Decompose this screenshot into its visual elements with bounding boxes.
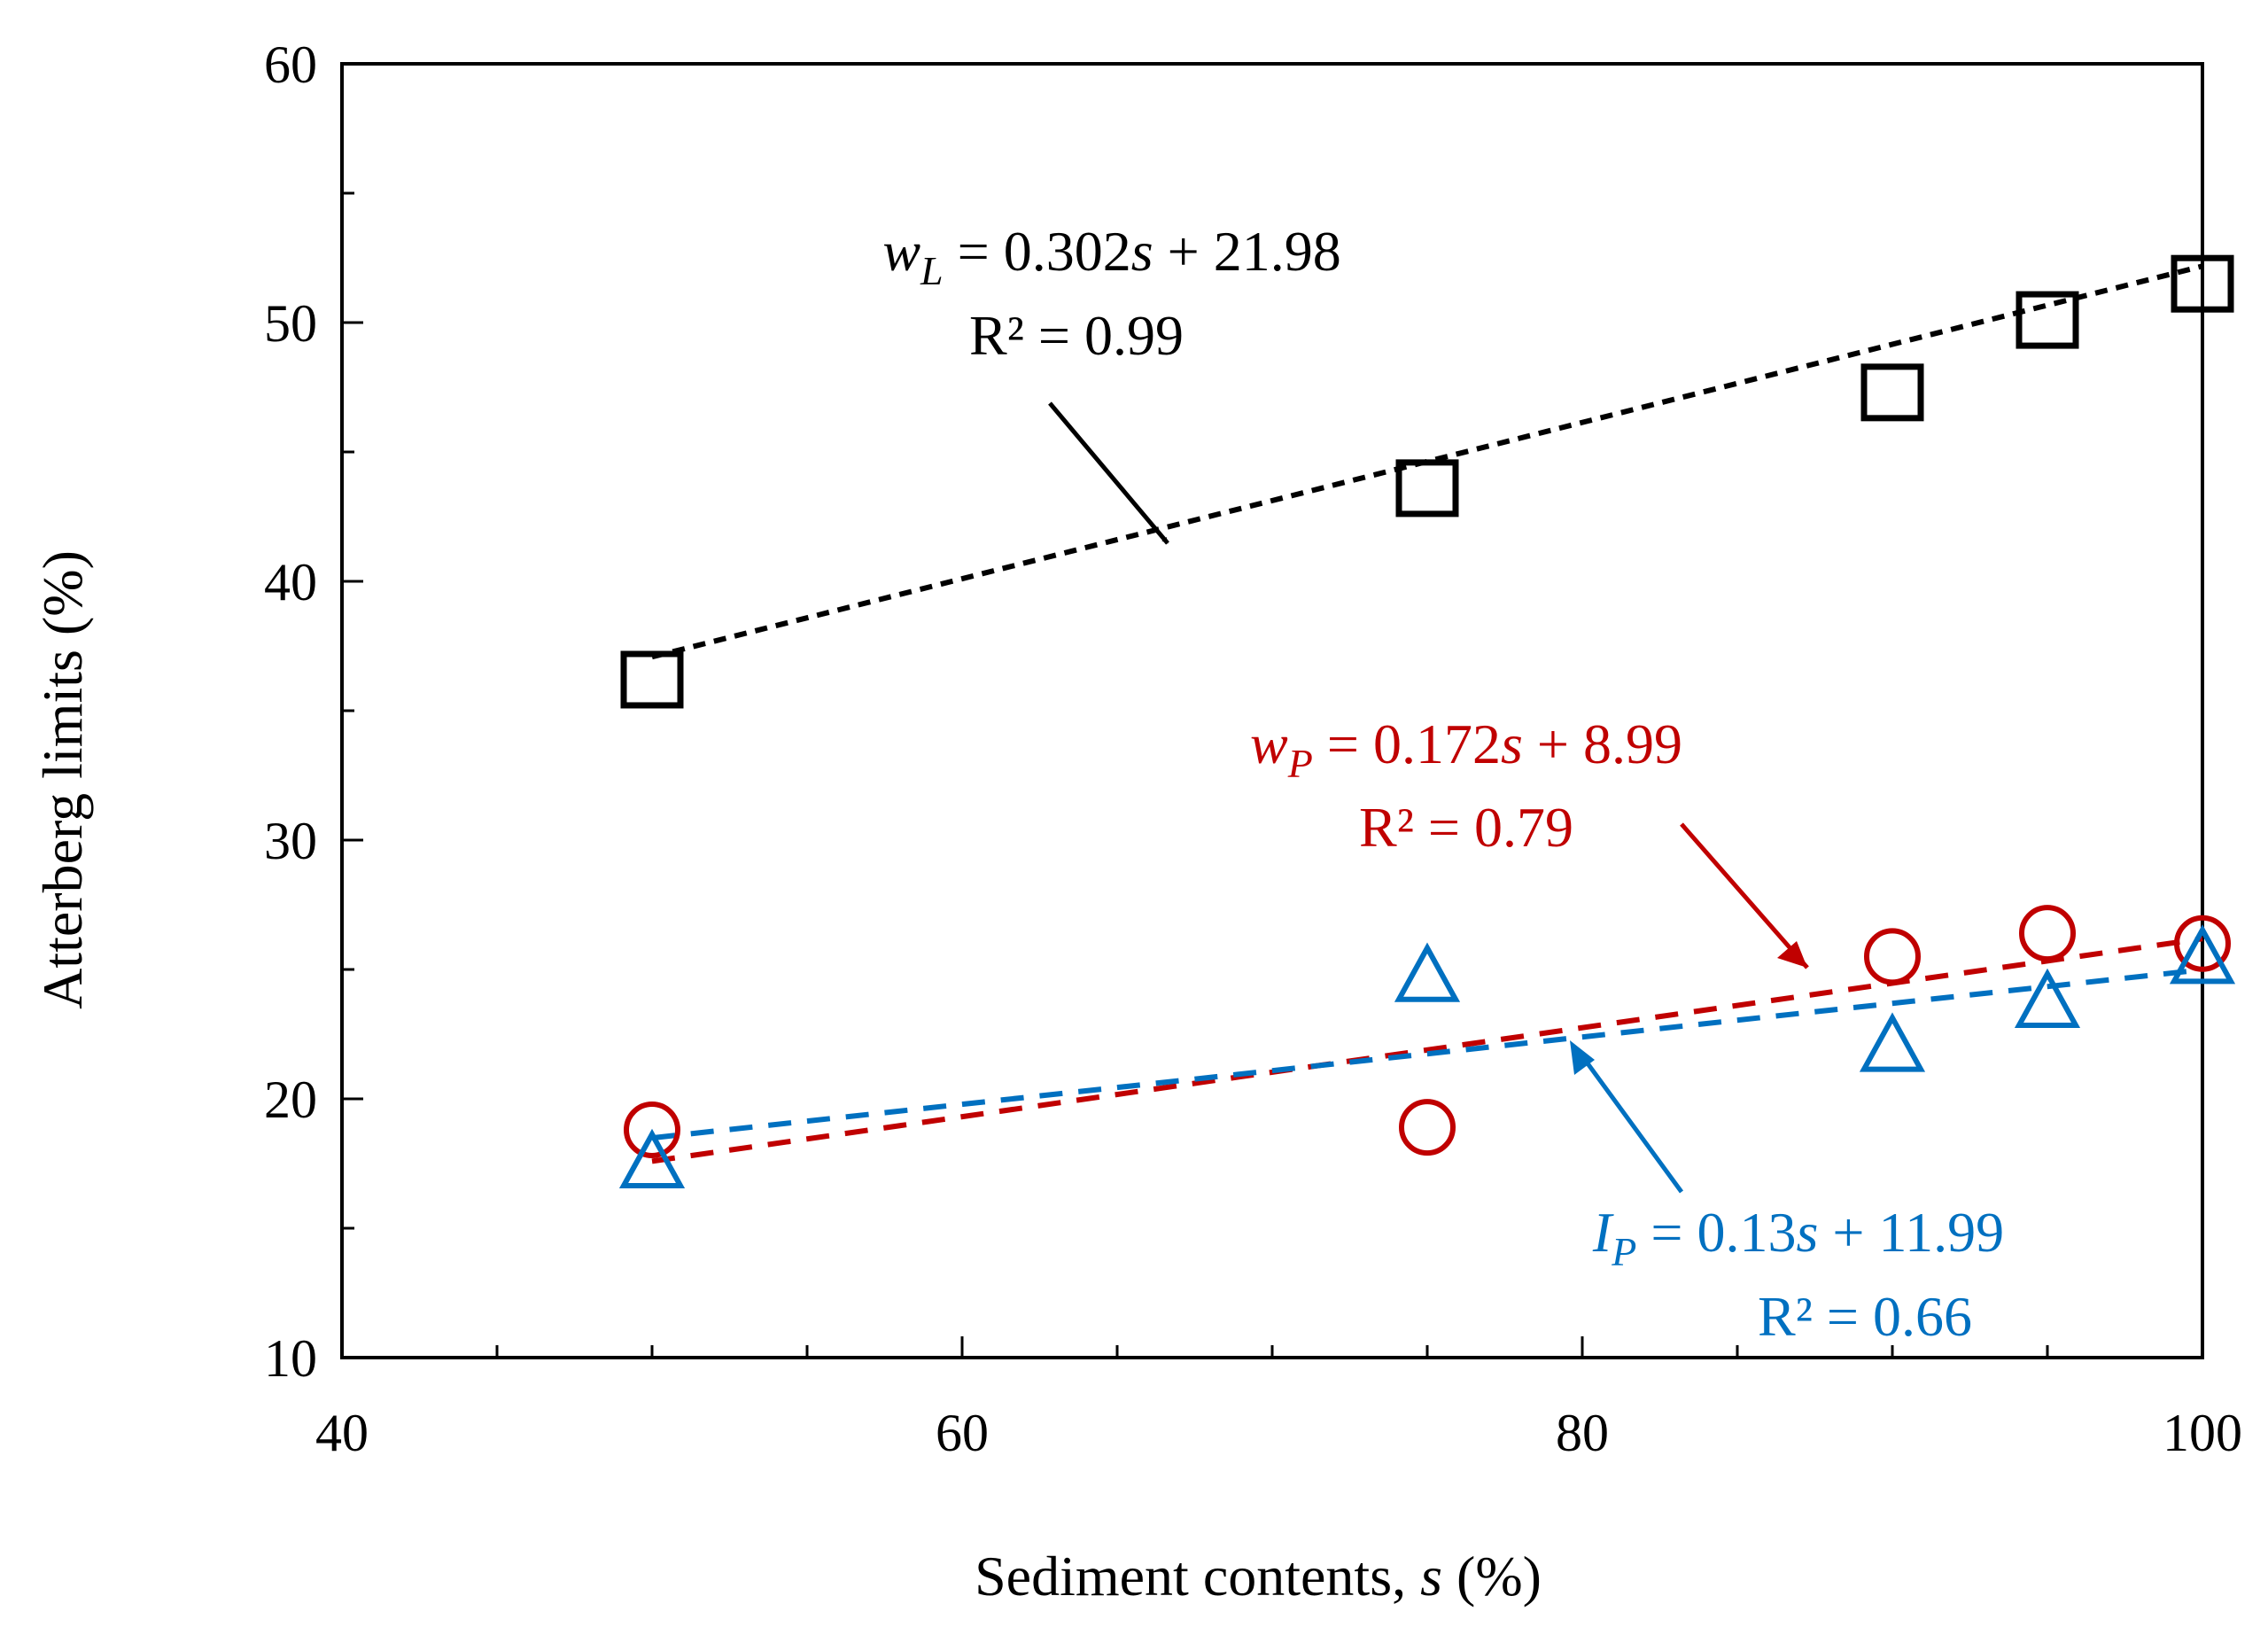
x-tick-label: 100 <box>2163 1404 2242 1462</box>
wl-eq-rvar: s <box>1131 220 1153 283</box>
wp-pointer-arrow <box>1680 822 1809 969</box>
ip-point <box>1394 942 1461 1002</box>
wp-point <box>1399 1099 1456 1156</box>
ip-point <box>618 1128 686 1188</box>
ip-equation: IP = 0.13s + 11.99 <box>1592 1201 2004 1274</box>
y-tick-label: 10 <box>264 1329 317 1388</box>
wl-point <box>2016 291 2079 349</box>
ip-point <box>2014 968 2081 1028</box>
y-axis-title: Atterberg limits (%) <box>31 550 94 1009</box>
axis-ticks <box>340 62 2204 1359</box>
wp-equation: wP = 0.172s + 8.99 <box>1250 712 1682 786</box>
wl-point <box>1395 459 1459 518</box>
wp-eq-sub: P <box>1287 741 1313 786</box>
wl-r2: R² = 0.99 <box>969 304 1184 367</box>
y-tick-label: 50 <box>264 294 317 353</box>
wp-pointer-arrowhead <box>1777 941 1807 968</box>
ip-point <box>1859 1012 1926 1072</box>
ip-eq-const: + 11.99 <box>1818 1201 2004 1264</box>
ip-eq-var: I <box>1592 1201 1614 1264</box>
wl-point <box>620 650 684 709</box>
ip-eq-sub: P <box>1611 1229 1636 1274</box>
wl-eq-const: + 21.98 <box>1153 220 1341 283</box>
wl-equation: wL = 0.302s + 21.98 <box>882 220 1340 293</box>
ip-pointer-arrowhead <box>1570 1040 1595 1075</box>
wl-point <box>2171 254 2234 313</box>
wl-eq-var: w <box>882 220 920 283</box>
wp-point <box>2019 905 2076 962</box>
ip-trendline <box>651 967 2203 1141</box>
y-tick-label: 40 <box>264 553 317 611</box>
wl-eq-sub: L <box>920 248 944 293</box>
ip-eq-rhs: = 0.13 <box>1636 1201 1796 1264</box>
wp-eq-var: w <box>1250 712 1288 775</box>
wl-point <box>1860 363 1924 422</box>
wl-pointer-arrow <box>1048 401 1169 545</box>
y-tick-label: 60 <box>264 35 317 94</box>
wp-point <box>1864 928 1921 985</box>
ip-pointer-arrow <box>1575 1048 1684 1194</box>
wp-eq-const: + 8.99 <box>1523 712 1682 775</box>
x-tick-labels: 40 60 80 100 <box>315 1404 2242 1462</box>
y-tick-label: 20 <box>264 1070 317 1129</box>
ip-point <box>2169 924 2236 985</box>
wp-point <box>624 1102 680 1159</box>
y-tick-label: 30 <box>264 812 317 870</box>
wp-eq-rvar: s <box>1501 712 1523 775</box>
x-axis-title: Sediment contents, s (%) <box>975 1545 1542 1608</box>
wp-trendline <box>651 936 2203 1164</box>
x-tick-label: 80 <box>1556 1404 1609 1462</box>
ip-r2: R² = 0.66 <box>1758 1285 1972 1348</box>
fit-lines <box>651 263 2203 1164</box>
x-tick-label: 60 <box>936 1404 989 1462</box>
y-tick-labels: 10 20 30 40 50 60 <box>264 35 317 1388</box>
ip-eq-rvar: s <box>1796 1201 1818 1264</box>
wp-eq-rhs: = 0.172 <box>1313 712 1501 775</box>
x-tick-label: 40 <box>315 1404 369 1462</box>
wl-trendline <box>651 263 2203 660</box>
wl-eq-rhs: = 0.302 <box>944 220 1131 283</box>
data-markers <box>618 254 2236 1188</box>
wp-r2: R² = 0.79 <box>1359 796 1573 859</box>
wp-point <box>2174 915 2231 972</box>
